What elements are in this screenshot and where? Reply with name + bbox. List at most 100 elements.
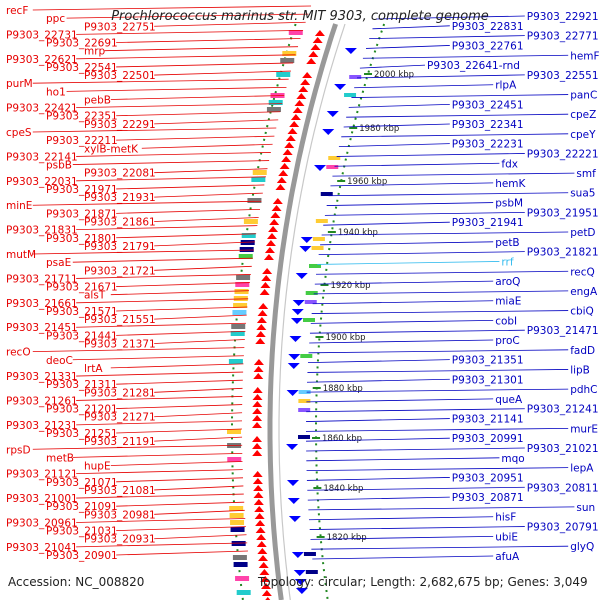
right-leader-line xyxy=(309,339,494,344)
forward-gene-arrow xyxy=(272,198,283,204)
right-gene-label: fadD xyxy=(570,345,595,357)
right-leader-line xyxy=(321,231,569,236)
accession-text: Accession: NC_008820 xyxy=(8,575,145,589)
left-gene-label: P9303_21721 xyxy=(84,265,156,277)
left-gene-label: P9303_21041 xyxy=(6,542,78,554)
forward-gene-arrow xyxy=(252,443,263,449)
right-leader-line xyxy=(306,408,525,413)
left-leader-line xyxy=(76,30,304,35)
right-leader-line xyxy=(348,103,450,108)
left-leader-line xyxy=(72,355,244,361)
feature-block xyxy=(229,513,244,518)
feature-block xyxy=(320,192,333,196)
forward-gene-arrow xyxy=(255,338,266,344)
right-gene-label: P9303_21951 xyxy=(527,207,599,219)
forward-gene-arrow xyxy=(252,450,263,456)
left-gene-label: P9303_21671 xyxy=(46,282,118,294)
left-gene-label: P9303_21791 xyxy=(84,241,156,253)
forward-gene-arrow xyxy=(292,107,303,113)
left-leader-line xyxy=(76,518,246,523)
left-gene-label: P9303_22211 xyxy=(46,135,118,147)
left-leader-line xyxy=(72,257,253,263)
right-gene-label: P9303_22551 xyxy=(527,70,599,82)
left-gene-label: P9303_21081 xyxy=(84,485,156,497)
tick-label: 1980 kbp xyxy=(359,124,399,134)
tick-label: 1920 kbp xyxy=(330,281,370,291)
right-leader-line xyxy=(346,113,569,118)
forward-gene-arrow xyxy=(289,121,300,127)
left-leader-line xyxy=(116,428,243,434)
right-gene-label: cobI xyxy=(495,315,517,327)
right-gene-label: sua5 xyxy=(570,188,595,200)
feature-block xyxy=(298,399,311,403)
right-gene-label: proC xyxy=(495,335,520,347)
forward-gene-arrow xyxy=(253,373,264,379)
feature-block xyxy=(236,275,251,280)
right-leader-line xyxy=(311,310,569,314)
feature-block xyxy=(280,58,295,63)
left-gene-label: P9303_21451 xyxy=(6,322,78,334)
feature-block xyxy=(231,541,246,546)
forward-gene-arrow xyxy=(294,100,305,106)
tick-label: 1940 kbp xyxy=(338,228,378,238)
left-leader-line xyxy=(116,135,275,141)
feature-block xyxy=(227,457,242,462)
left-leader-line xyxy=(76,298,249,304)
right-leader-line xyxy=(307,359,450,364)
right-gene-label: P9303_21351 xyxy=(452,355,524,367)
right-gene-label: P9303_20871 xyxy=(452,492,524,504)
left-gene-label: P9303_21121 xyxy=(6,469,78,481)
right-leader-line xyxy=(306,457,500,462)
right-leader-line xyxy=(317,261,500,265)
right-leader-line xyxy=(306,447,525,452)
left-gene-label: P9303_21661 xyxy=(6,298,78,310)
forward-gene-arrow xyxy=(252,422,263,428)
feature-block xyxy=(235,282,250,287)
reverse-gene-arrow xyxy=(314,165,327,171)
left-gene-label: psaE xyxy=(46,257,71,269)
forward-gene-arrow xyxy=(284,142,295,148)
left-leader-line xyxy=(116,111,281,117)
right-leader-line xyxy=(308,516,494,521)
left-leader-line xyxy=(116,282,250,287)
right-gene-label: P9303_20791 xyxy=(527,522,599,534)
left-leader-line xyxy=(116,526,246,531)
forward-gene-arrow xyxy=(254,506,265,512)
forward-gene-arrow xyxy=(278,170,289,176)
left-leader-line xyxy=(32,347,245,353)
feature-block xyxy=(230,520,245,525)
left-leader-line xyxy=(76,152,271,157)
forward-gene-arrow xyxy=(296,93,307,99)
reverse-gene-arrow xyxy=(334,84,347,90)
feature-block xyxy=(231,324,246,329)
right-leader-line xyxy=(305,427,569,432)
right-gene-label: P9303_21301 xyxy=(452,374,524,386)
left-gene-label: purM xyxy=(6,78,33,90)
feature-block xyxy=(344,93,357,97)
feature-block xyxy=(229,506,244,511)
right-gene-label: cpeY xyxy=(570,129,596,141)
right-leader-line xyxy=(324,211,525,216)
genome-backbone xyxy=(267,23,338,600)
right-gene-label: P9303_20951 xyxy=(452,472,524,484)
right-leader-line xyxy=(307,496,450,501)
right-leader-line xyxy=(312,555,494,560)
left-leader-line xyxy=(154,119,279,125)
right-gene-label: P9303_22761 xyxy=(452,40,524,52)
feature-block xyxy=(315,219,328,223)
left-gene-label: deoC xyxy=(46,355,73,367)
left-gene-label: mrp xyxy=(84,46,106,58)
left-leader-line xyxy=(154,168,268,174)
left-gene-label: recO xyxy=(6,347,31,359)
right-gene-label: petB xyxy=(495,237,519,249)
forward-gene-arrow xyxy=(275,184,286,190)
right-gene-label: fdx xyxy=(501,158,518,170)
feature-block xyxy=(239,247,254,252)
forward-gene-arrow xyxy=(260,576,271,582)
left-leader-line xyxy=(76,493,244,499)
right-gene-label: P9303_22831 xyxy=(452,21,524,33)
left-gene-label: P9303_21551 xyxy=(84,314,156,326)
left-gene-label: P9303_21871 xyxy=(46,208,118,220)
left-leader-line xyxy=(116,306,248,312)
right-gene-label: P9303_21821 xyxy=(527,247,599,259)
